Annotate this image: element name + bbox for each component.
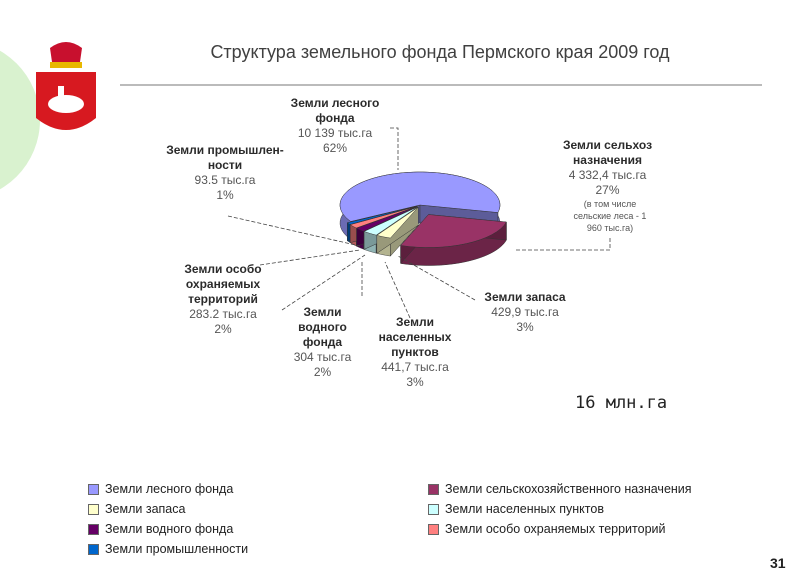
legend-swatch [428,503,439,515]
callout-area: 4 332,4 тыс.га [568,168,647,182]
callout-note: (в том числе сельские леса - 1 960 тыс.г… [573,199,647,233]
callout-name: Земли населенных пунктов [378,315,452,359]
leader-lines [227,127,611,319]
decor-circle [0,50,40,190]
callout-name: Земли водного фонда [298,305,347,349]
slice [400,214,507,248]
slice [376,206,419,239]
callout: Земли запаса 429,9 тыс.га 3% [470,290,580,335]
callout-name: Земли лесного фонда [290,96,380,125]
callout-area: 93.5 тыс.га [194,173,256,187]
callout-area: 10 139 тыс.га [297,126,373,140]
callout-area: 441,7 тыс.га [381,360,449,374]
total-label: 16 млн.га [575,393,668,413]
legend-item: Земли населенных пунктов [428,502,604,516]
legend-swatch [428,523,439,535]
title: Структура земельного фонда Пермского кра… [210,42,670,62]
callout: Земли особо охраняемых территорий 283.2 т… [168,262,278,337]
page-number: 31 [770,555,786,571]
legend-swatch [88,483,99,495]
callout: Земли водного фонда 304 тыс.га 2% [285,305,360,380]
legend-label: Земли сельскохозяйственного назначения [445,482,692,496]
legend-item: Земли особо охраняемых территорий [428,522,666,536]
callout-area: 283.2 тыс.га [189,307,257,321]
legend-swatch [88,543,99,555]
callout-name: Земли промышлен-ности [166,143,284,172]
callout-name: Земли сельхоз назначения [562,138,653,167]
callout-name: Земли запаса [484,290,566,304]
callout-area: 429,9 тыс.га [491,305,559,319]
legend-swatch [88,503,99,515]
callout-percent: 3% [406,375,424,389]
legend-label: Земли населенных пунктов [445,502,604,516]
callout-percent: 2% [214,322,232,336]
callout: Земли сельхоз назначения 4 332,4 тыс.га 27… [550,138,665,234]
legend-label: Земли промышленности [105,542,249,556]
coat-of-arms [36,42,96,130]
callout-name: Земли особо охраняемых территорий [184,262,262,306]
slice [355,206,418,232]
callout-area: 304 тыс.га [293,350,352,364]
legend-label: Земли водного фонда [105,522,234,536]
callout-percent: 27% [595,183,620,197]
callout-percent: 1% [216,188,234,202]
callout: Земли промышлен-ности 93.5 тыс.га 1% [160,143,290,203]
legend-item: Земли водного фонда [88,522,233,536]
legend-swatch [88,523,99,535]
callout: Земли населенных пунктов 441,7 тыс.га 3% [360,315,470,390]
callout-percent: 3% [516,320,534,334]
legend-item: Земли лесного фонда [88,482,233,496]
legend-label: Земли лесного фонда [105,482,234,496]
callout: Земли лесного фонда 10 139 тыс.га 62% [280,96,390,156]
legend-label: Земли запаса [105,502,186,516]
callout-percent: 62% [322,141,348,155]
legend-item: Земли сельскохозяйственного назначения [428,482,692,496]
slice [339,171,501,222]
legend-item: Земли запаса [88,502,185,516]
pie [339,171,507,266]
legend-swatch [428,483,439,495]
callout-percent: 2% [313,365,332,379]
slice [363,206,418,236]
slice [349,206,417,229]
legend-item: Земли промышленности [88,542,248,556]
legend-label: Земли особо охраняемых территорий [445,522,666,536]
